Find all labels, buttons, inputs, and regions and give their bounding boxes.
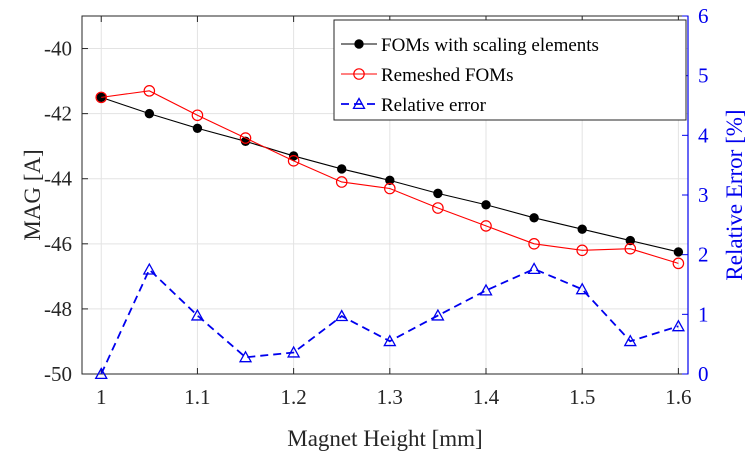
x-tick-label: 1.1: [184, 385, 210, 409]
data-point-relative-error: [383, 334, 397, 347]
legend-entry-relative-error: Relative error: [341, 95, 487, 116]
data-point-relative-error: [527, 262, 541, 275]
data-point-foms-with-scaling-elements: [625, 235, 635, 246]
data-point-foms-with-scaling-elements: [96, 92, 106, 103]
data-point-remeshed-foms: [143, 85, 156, 97]
legend-label: Relative error: [381, 95, 487, 116]
data-point-foms-with-scaling-elements: [481, 200, 491, 210]
data-point-relative-error: [94, 367, 108, 380]
data-point-remeshed-foms: [480, 220, 492, 232]
right-y-tick-label: 4: [698, 123, 709, 147]
legend-label: FOMs with scaling elements: [381, 35, 599, 56]
left-y-tick-label: -42: [44, 102, 72, 126]
data-point-remeshed-foms: [432, 202, 444, 214]
data-point-relative-error: [142, 262, 156, 275]
right-y-tick-label: 5: [698, 64, 709, 88]
right-y-axis-title: Relative Error [%]: [722, 109, 745, 280]
left-y-tick-label: -48: [44, 297, 72, 321]
data-point-remeshed-foms: [672, 257, 685, 270]
data-point-foms-with-scaling-elements: [529, 213, 539, 223]
left-y-axis-ticks: -50 -48 -46 -44 -42 -40: [44, 37, 88, 386]
data-point-relative-error: [190, 308, 205, 321]
data-point-remeshed-foms: [384, 182, 396, 195]
legend-box: [333, 19, 687, 121]
data-point-relative-error: [479, 283, 493, 296]
legend-entry-remeshed-foms: Remeshed FOMs: [341, 65, 513, 86]
data-point-relative-error: [623, 334, 637, 347]
data-point-remeshed-foms: [624, 242, 637, 255]
legend-label: Remeshed FOMs: [381, 65, 513, 86]
x-axis-ticks: 1 1.1 1.2 1.3 1.4 1.5 1.6: [96, 16, 692, 409]
data-point-relative-error: [335, 309, 349, 322]
left-y-tick-label: -40: [44, 37, 72, 61]
data-point-relative-error: [287, 345, 301, 358]
legend-entry-foms-with-scaling-elements: FOMs with scaling elements: [341, 35, 599, 56]
x-axis-title: Magnet Height [mm]: [287, 426, 482, 451]
right-y-tick-label: 6: [698, 4, 709, 28]
data-point-foms-with-scaling-elements: [673, 247, 684, 257]
right-y-tick-label: 0: [698, 362, 709, 386]
x-tick-label: 1.4: [473, 385, 500, 409]
legend: FOMs with scaling elements Remeshed FOMs R…: [333, 19, 687, 121]
legend-marker: [354, 39, 364, 49]
data-point-remeshed-foms: [287, 155, 300, 167]
data-point-remeshed-foms: [191, 109, 204, 122]
data-point-remeshed-foms: [335, 176, 348, 188]
data-point-foms-with-scaling-elements: [192, 123, 203, 133]
series-line-remeshed-foms: [101, 90, 679, 264]
data-point-remeshed-foms: [239, 132, 252, 144]
x-tick-label: 1: [96, 385, 107, 409]
series-remeshed-foms: [95, 85, 685, 270]
legend-marker: [352, 97, 366, 110]
data-point-foms-with-scaling-elements: [433, 188, 443, 199]
left-y-tick-label: -50: [44, 362, 72, 386]
left-y-axis-title: MAG [A]: [20, 149, 45, 240]
data-point-foms-with-scaling-elements: [337, 164, 347, 174]
data-point-remeshed-foms: [576, 244, 588, 257]
right-y-tick-label: 2: [698, 243, 709, 267]
data-point-relative-error: [431, 308, 445, 321]
right-y-tick-label: 3: [698, 183, 709, 207]
data-point-remeshed-foms: [528, 238, 540, 250]
x-tick-label: 1.6: [665, 385, 691, 409]
right-y-axis-ticks: 0 1 2 3 4 5 6: [682, 4, 709, 386]
x-tick-label: 1.2: [280, 385, 306, 409]
left-y-tick-label: -46: [44, 232, 72, 256]
series-relative-error: [94, 262, 685, 380]
data-point-foms-with-scaling-elements: [385, 175, 395, 186]
data-point-relative-error: [671, 319, 685, 332]
data-point-foms-with-scaling-elements: [144, 108, 155, 119]
data-point-remeshed-foms: [95, 91, 108, 104]
series-layer: [94, 85, 685, 380]
data-point-foms-with-scaling-elements: [577, 224, 587, 234]
data-point-relative-error: [575, 282, 589, 295]
data-point-relative-error: [238, 350, 253, 363]
legend-marker: [353, 68, 365, 80]
right-y-tick-label: 1: [698, 302, 709, 326]
left-y-tick-label: -44: [44, 167, 72, 191]
legend-entries: FOMs with scaling elements Remeshed FOMs R…: [341, 35, 599, 116]
x-tick-label: 1.3: [377, 385, 403, 409]
series-line-relative-error: [100, 268, 679, 375]
x-tick-label: 1.5: [569, 385, 595, 409]
